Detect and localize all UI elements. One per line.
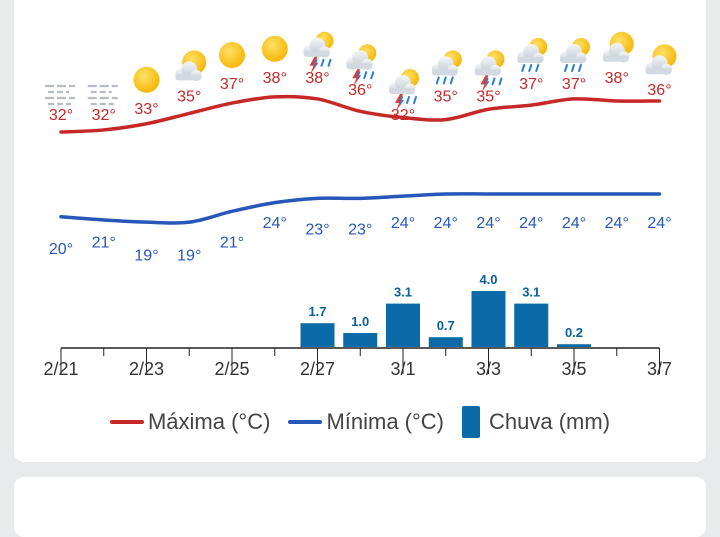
thunderstorm-icon <box>346 44 377 87</box>
x-tick-label: 3/1 <box>390 359 415 379</box>
max-temp-label: 32° <box>92 107 116 124</box>
thunderstorm-icon <box>303 31 334 74</box>
rain-value-label: 0.7 <box>437 318 455 333</box>
legend-max[interactable]: Máxima (°C) <box>109 409 271 435</box>
rain-bar <box>300 323 335 347</box>
max-temp-label: 38° <box>263 70 287 87</box>
max-temp-label: 36° <box>348 82 372 99</box>
sunny-icon <box>261 35 288 62</box>
partly-cloudy-icon <box>175 50 207 81</box>
min-temp-label: 21° <box>92 235 116 252</box>
next-card <box>14 477 706 537</box>
forecast-chart: 2/21 2/23 2/25 2/27 3/1 3/3 3/5 3/7 32° 32° 33° 35… <box>43 31 677 379</box>
fog-icon <box>45 84 75 106</box>
max-temp-label: 38° <box>605 70 629 87</box>
rain-partly-sunny-icon <box>431 50 462 85</box>
rain-bar <box>428 337 463 347</box>
min-temp-label: 24° <box>263 215 287 232</box>
rain-bar <box>386 303 420 347</box>
max-temp-label: 36° <box>647 82 671 99</box>
max-temp-label: 37° <box>220 76 244 93</box>
fog-icon <box>87 84 118 106</box>
rain-partly-sunny-icon <box>560 38 590 72</box>
legend-max-swatch <box>109 420 144 424</box>
partly-cloudy-icon <box>602 31 634 63</box>
min-temp-label: 24° <box>647 215 671 232</box>
x-tick-label: 2/21 <box>43 359 78 379</box>
rain-value-label: 4.0 <box>479 272 497 287</box>
x-tick-label: 2/25 <box>214 359 249 379</box>
x-axis: 2/21 2/23 2/25 2/27 3/1 3/3 3/5 3/7 <box>43 347 672 379</box>
min-temp-label: 20° <box>49 241 73 258</box>
rain-value-label: 3.1 <box>394 285 412 300</box>
weather-icons <box>45 31 677 111</box>
rain-value-label: 1.7 <box>308 304 326 319</box>
rain-bar <box>343 333 378 347</box>
max-temp-label: 33° <box>134 101 158 118</box>
temperature-lines <box>59 94 662 225</box>
min-temp-label: 24° <box>476 215 500 232</box>
max-temp-label: 38° <box>305 70 329 87</box>
sunny-icon <box>133 66 160 93</box>
min-temp-label: 19° <box>177 248 201 265</box>
legend-min-label: Mínima (°C) <box>326 409 445 434</box>
min-temp-label: 24° <box>519 215 543 232</box>
forecast-card <box>14 0 706 462</box>
legend-min[interactable]: Mínima (°C) <box>288 409 444 435</box>
min-temp-line <box>59 192 662 225</box>
min-temp-label: 24° <box>605 215 629 232</box>
max-temp-line <box>59 94 662 134</box>
min-temp-label: 23° <box>305 222 329 239</box>
rain-value-label: 0.2 <box>565 325 583 340</box>
legend-rain-swatch <box>462 406 481 438</box>
max-temp-label: 37° <box>562 76 586 93</box>
max-temp-label: 32° <box>391 107 415 124</box>
max-temp-label: 37° <box>519 76 543 93</box>
min-temp-label: 24° <box>391 215 415 232</box>
rain-partly-sunny-icon <box>517 38 548 72</box>
rain-bar <box>557 344 591 347</box>
data-labels: 32° 32° 33° 35° 37° 38° 38° 36° 32° 35° 35° 37° 37° 3… <box>49 70 672 340</box>
max-temp-label: 35° <box>177 88 201 105</box>
legend-max-label: Máxima (°C) <box>147 409 271 434</box>
x-tick-label: 2/23 <box>129 359 164 379</box>
min-temp-label: 24° <box>562 215 586 232</box>
chart-legend: Máxima (°C) Mínima (°C) Chuva (mm) <box>0 400 720 444</box>
sunny-icon <box>219 42 245 68</box>
x-tick-label: 2/27 <box>300 359 335 379</box>
min-temp-label: 24° <box>434 215 458 232</box>
min-temp-label: 19° <box>134 248 158 265</box>
partly-cloudy-icon <box>645 44 677 75</box>
max-temp-label: 35° <box>476 88 500 105</box>
x-tick-label: 3/5 <box>561 359 586 379</box>
rain-bar <box>514 303 549 347</box>
rain-bars <box>300 291 591 347</box>
rain-bar <box>471 291 506 347</box>
thunderstorm-icon <box>389 69 419 111</box>
max-temp-label: 35° <box>434 88 458 105</box>
legend-rain-label: Chuva (mm) <box>489 409 611 434</box>
thunderstorm-icon <box>474 50 505 93</box>
x-tick-label: 3/3 <box>476 359 501 379</box>
max-temp-label: 32° <box>49 107 73 124</box>
rain-value-label: 1.0 <box>351 314 369 329</box>
min-temp-label: 23° <box>348 222 372 239</box>
x-tick-label: 3/7 <box>647 359 672 379</box>
legend-rain[interactable]: Chuva (mm) <box>462 406 610 438</box>
rain-value-label: 3.1 <box>522 285 540 300</box>
legend-min-swatch <box>288 420 323 424</box>
min-temp-label: 21° <box>220 235 244 252</box>
